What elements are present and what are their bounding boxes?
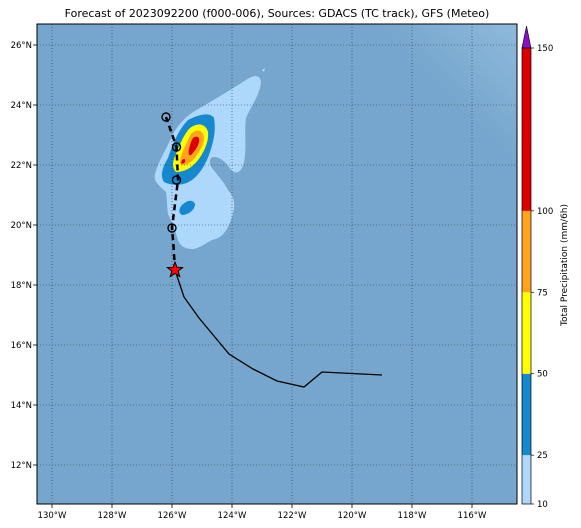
- colorbar-tick-label: 100: [537, 207, 553, 217]
- current-position-star-icon: [166, 260, 184, 278]
- colorbar-segment: [522, 48, 531, 211]
- map-border: [36, 23, 518, 505]
- colorbar-segment: [522, 373, 531, 456]
- forecast-position-marker: [171, 175, 182, 185]
- colorbar-extend-arrow: [521, 25, 532, 49]
- colorbar-tick-label: 75: [537, 288, 548, 298]
- colorbar-tick-label: 50: [537, 370, 548, 380]
- ocean-background: [37, 24, 517, 504]
- forecast-position-marker: [161, 112, 171, 122]
- lat-tick-label: 24°N: [11, 101, 32, 111]
- forecast-position-marker: [167, 223, 177, 233]
- colorbar-segment: [522, 210, 531, 293]
- map-frame: [37, 24, 517, 504]
- lat-tick-label: 16°N: [11, 341, 32, 351]
- colorbar-tick-label: 25: [537, 451, 548, 461]
- lat-tick-label: 26°N: [11, 41, 32, 51]
- lon-tick-label: 128°W: [98, 511, 127, 521]
- precip-band-10-25: [154, 76, 261, 249]
- precip-band-100-150-small: [181, 158, 186, 164]
- colorbar-tick-label: 150: [537, 44, 553, 54]
- lon-tick-label: 130°W: [38, 511, 67, 521]
- precip-band-10-25-small: [262, 68, 265, 72]
- lon-tick-label: 122°W: [278, 511, 307, 521]
- lat-tick-label: 12°N: [11, 461, 32, 471]
- past-track-line: [174, 269, 383, 388]
- lon-tick-label: 116°W: [458, 511, 487, 521]
- colorbar-outline: [521, 47, 532, 505]
- precip-band-100-150: [188, 136, 200, 156]
- map-title: Forecast of 2023092200 (f000-006), Sourc…: [64, 7, 490, 20]
- colorbar: 10 25 50 75 100 150: [521, 25, 553, 510]
- colorbar-segment: [522, 292, 531, 374]
- lon-tick-label: 124°W: [218, 511, 247, 521]
- lat-tick-label: 22°N: [11, 161, 32, 171]
- lat-tick-label: 14°N: [11, 401, 32, 411]
- forecast-position-marker: [171, 142, 182, 152]
- colorbar-segment: [522, 455, 531, 504]
- precip-band-25-50-small: [179, 200, 195, 215]
- storm-track: [161, 112, 383, 388]
- axis-tick-labels: 130°W 128°W 126°W 124°W 122°W 120°W 118°W 116°W…: [11, 41, 487, 521]
- lat-tick-label: 20°N: [11, 221, 32, 231]
- forecast-track-line: [164, 116, 180, 271]
- lon-tick-label: 126°W: [158, 511, 187, 521]
- colorbar-tick-label: 10: [537, 500, 548, 510]
- graticule: [37, 24, 517, 504]
- lon-tick-label: 120°W: [338, 511, 367, 521]
- colorbar-label: Total Precipitation (mm/6h): [560, 203, 570, 327]
- lat-tick-label: 18°N: [11, 281, 32, 291]
- lon-tick-label: 118°W: [398, 511, 427, 521]
- precipitation-layer: [154, 68, 265, 249]
